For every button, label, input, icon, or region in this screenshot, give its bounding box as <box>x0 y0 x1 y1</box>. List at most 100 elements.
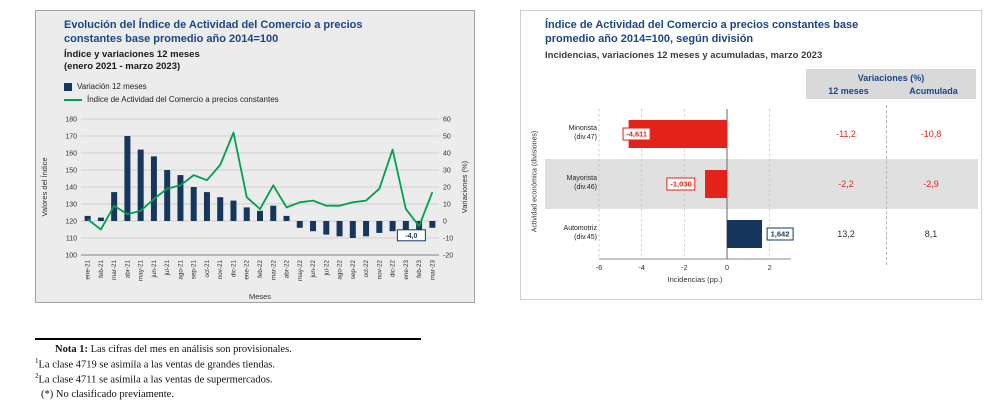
x-tick-label: feb-23 <box>416 260 423 278</box>
left-tick-label: 130 <box>65 201 77 208</box>
category-name: Minorista <box>568 125 597 132</box>
variation-bar <box>389 221 396 232</box>
table-value: -2,2 <box>838 179 854 189</box>
variation-bar <box>402 221 409 232</box>
left-tick-label: 120 <box>65 218 77 225</box>
bar-value-label: -1,030 <box>666 177 696 191</box>
incidence-bar <box>727 220 763 248</box>
x-tick-label: nov-22 <box>376 260 383 280</box>
x-tick-label: jul-22 <box>323 260 330 277</box>
footnote-1-label: Nota 1: <box>55 344 88 355</box>
x-tick-label: abr-21 <box>124 260 131 279</box>
variation-bar <box>416 221 423 235</box>
right-tick-label: -20 <box>443 252 453 259</box>
variation-bar <box>336 221 343 237</box>
x-tick-label: ene-23 <box>403 260 410 280</box>
legend: Variación 12 meses Índice de Actividad d… <box>64 82 474 104</box>
x-tick-label: dic-21 <box>230 260 237 278</box>
x-tick-label: jun-21 <box>151 260 158 279</box>
footnote-3-text: La clase 4711 se asimila a las ventas de… <box>38 374 273 386</box>
right-tick-label: 10 <box>443 201 451 208</box>
left-tick-label: 160 <box>65 150 77 157</box>
x-tick-label: mar-22 <box>270 260 277 280</box>
category-division: (div.45) <box>574 233 597 241</box>
x-tick-label: sep-22 <box>350 260 357 280</box>
right-tick-label: 20 <box>443 184 451 191</box>
x-tick-label: -4 <box>638 263 645 272</box>
footnote-2-sup: 1 <box>35 356 39 365</box>
x-tick-label: nov-21 <box>217 260 224 280</box>
right-tick-label: 0 <box>443 218 447 225</box>
x-tick-label: ene-22 <box>244 260 251 280</box>
category-name: Mayorista <box>566 175 597 182</box>
division-chart-panel: Índice de Actividad del Comercio a preci… <box>520 10 982 300</box>
category-label: Automotriz (div.45) <box>533 225 597 243</box>
variation-bar <box>137 149 144 221</box>
line-swatch-icon <box>64 98 82 101</box>
category-name: Automotriz <box>563 225 597 232</box>
incidence-bar <box>705 170 727 198</box>
variation-bar <box>323 221 330 235</box>
division-chart-subtitle: Incidencias, variaciones 12 meses y acum… <box>545 49 823 61</box>
variation-bar <box>124 136 131 221</box>
table-value: -11,2 <box>836 129 856 139</box>
footnote-4-text: (*) No clasificado previamente. <box>41 388 174 400</box>
annotation-box <box>396 229 426 242</box>
table-value: 8,1 <box>924 229 938 239</box>
variation-bar <box>363 221 370 237</box>
x-tick-label: -6 <box>595 263 603 272</box>
combo-chart: Valores del Índice Variaciones (%) Meses… <box>40 116 469 301</box>
row-shading <box>545 159 978 209</box>
variation-bar <box>243 207 250 221</box>
bar-value-label: -4,611 <box>622 127 652 141</box>
legend-item-index: Índice de Actividad del Comercio a preci… <box>64 95 474 104</box>
x-tick-label: may-21 <box>138 260 145 281</box>
right-tick-label: 30 <box>443 167 451 174</box>
variation-bar <box>257 210 263 221</box>
variation-bar <box>190 187 197 221</box>
x-tick-label: ago-22 <box>337 260 344 280</box>
x-tick-label: ene-21 <box>85 260 92 280</box>
x-tick-label: ago-21 <box>177 260 184 280</box>
x-tick-label: may-22 <box>297 260 304 281</box>
table-value: -10,8 <box>920 129 942 139</box>
annotation-label: -4,0 <box>405 233 417 240</box>
footnote-3: 2La clase 4711 se asimila a las ventas d… <box>35 372 445 387</box>
x-axis-title: Meses <box>249 292 271 301</box>
combo-chart-subtitle: Índice y variaciones 12 meses <box>64 48 200 60</box>
x-tick-label: mar-21 <box>111 260 118 280</box>
footnote-rule <box>35 338 421 340</box>
left-tick-label: 170 <box>65 133 77 140</box>
bar-swatch-icon <box>64 82 72 91</box>
variation-bar <box>283 215 290 221</box>
x-tick-label: feb-22 <box>257 260 264 278</box>
footnote-1: Nota 1: Las cifras del mes en análisis s… <box>35 343 445 357</box>
variation-bar <box>376 221 383 233</box>
combo-chart-period: (enero 2021 - marzo 2023) <box>64 60 181 72</box>
category-label: Minorista (div.47) <box>533 125 597 143</box>
category-division: (div.47) <box>574 133 597 141</box>
x-tick-label: 0 <box>724 263 730 272</box>
right-tick-label: 40 <box>443 150 451 157</box>
x-axis-title: Incidencias (pp.) <box>667 275 723 284</box>
variation-bar <box>230 200 237 221</box>
index-line <box>87 131 434 231</box>
x-tick-label: dic-22 <box>390 260 397 278</box>
variations-header-title: Variaciones (%) <box>857 73 925 83</box>
variation-bar <box>296 221 303 228</box>
left-tick-label: 140 <box>65 184 77 191</box>
footnotes: Nota 1: Las cifras del mes en análisis s… <box>35 338 445 401</box>
footnote-2-text: La clase 4719 se asimila a las ventas de… <box>38 359 275 371</box>
table-value: 13,2 <box>837 229 855 239</box>
variation-bar <box>177 175 184 221</box>
variation-bar <box>150 156 157 221</box>
column-header-12-meses: 12 meses <box>828 86 869 96</box>
combo-plot: 100 -20 110 -10 120 0 130 10 140 20 150 30 160 40 170 5… <box>65 116 453 281</box>
left-tick-label: 150 <box>65 167 77 174</box>
division-chart-title: Índice de Actividad del Comercio a preci… <box>545 19 859 45</box>
variation-bar <box>429 221 436 228</box>
x-tick-label: jul-21 <box>164 260 171 277</box>
table-value: -2,9 <box>923 179 939 189</box>
right-tick-label: 60 <box>443 116 451 123</box>
